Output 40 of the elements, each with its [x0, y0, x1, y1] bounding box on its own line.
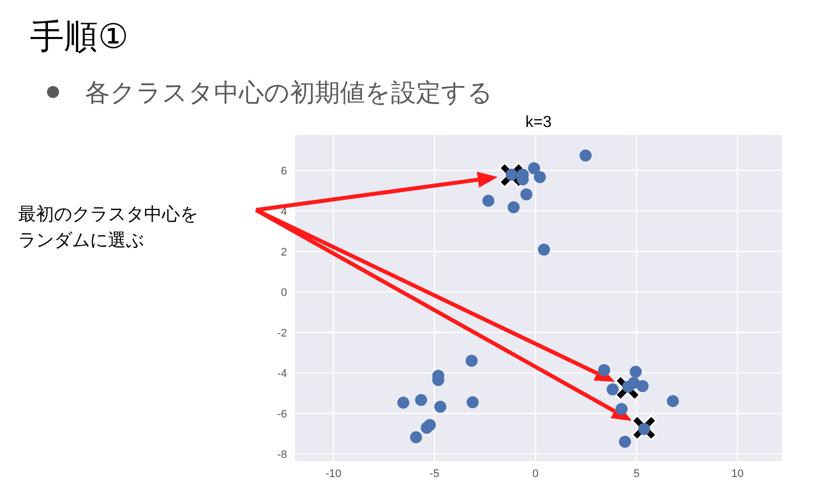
point [466, 354, 478, 367]
y-tick-label: -6 [277, 408, 287, 420]
x-tick-label: 0 [532, 468, 539, 480]
y-tick-label: -4 [277, 368, 287, 380]
y-tick-label: 0 [280, 286, 287, 299]
point [415, 394, 428, 406]
point [616, 402, 628, 415]
point [580, 149, 592, 162]
point [534, 171, 546, 184]
text: ランダムに選ぶ [18, 230, 144, 250]
y-tick-label: 6 [280, 165, 287, 178]
x-tick-label: 10 [731, 468, 744, 480]
point [630, 366, 642, 378]
point [466, 396, 479, 408]
y-tick-label: -2 [277, 327, 287, 340]
x-tick-label: -5 [430, 468, 440, 480]
point [482, 194, 494, 207]
y-tick-label: -8 [277, 448, 287, 461]
point [520, 188, 532, 200]
point [410, 431, 422, 444]
text: k=3 [525, 114, 552, 131]
y-tick-label: 4 [280, 206, 287, 218]
point [606, 383, 619, 396]
point [508, 201, 520, 214]
point [618, 436, 631, 448]
y-tick-label: 2 [280, 246, 287, 258]
x-tick-label: 5 [633, 468, 640, 480]
x-tick-label: -10 [325, 468, 342, 480]
point [598, 364, 610, 376]
point [636, 380, 649, 392]
point [638, 423, 650, 436]
point [528, 162, 540, 174]
point [420, 422, 433, 434]
point [666, 395, 679, 408]
chart-subtitle: 各クラスタ中心の初期値を設定する [85, 79, 493, 107]
point [434, 400, 446, 413]
text: 最初のクラスタ中心を [18, 204, 198, 224]
point [397, 396, 410, 409]
chart-title: 手順① [30, 18, 128, 56]
point [538, 244, 550, 256]
